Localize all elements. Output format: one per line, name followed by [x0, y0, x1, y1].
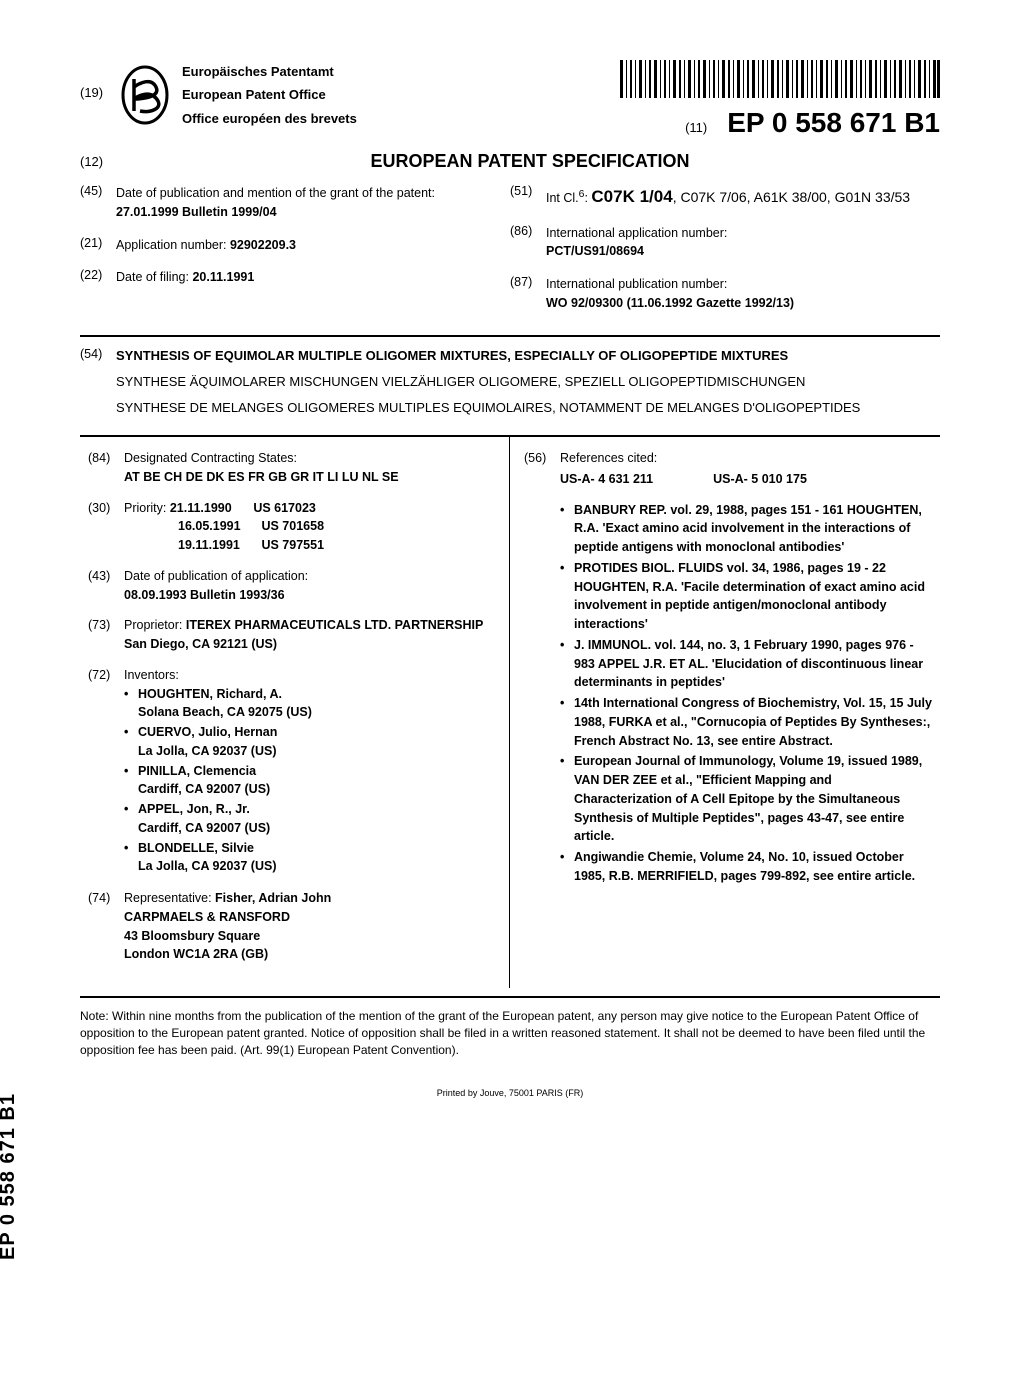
field-74-label: Representative: [124, 891, 215, 905]
field-30-label: Priority: [124, 501, 170, 515]
field-45-num: (45) [80, 184, 116, 222]
representative-lines: CARPMAELS & RANSFORD43 Bloomsbury Square… [124, 908, 495, 964]
field-51-rest: , C07K 7/06, A61K 38/00, G01N 33/53 [673, 189, 910, 205]
field-87-value: WO 92/09300 (11.06.1992 Gazette 1992/13) [546, 296, 794, 310]
field-73-label: Proprietor: [124, 618, 186, 632]
field-22-label: Date of filing: [116, 270, 192, 284]
inventor-item: •BLONDELLE, SilvieLa Jolla, CA 92037 (US… [124, 839, 495, 877]
field-87-num: (87) [510, 275, 546, 313]
representative-line: London WC1A 2RA (GB) [124, 945, 495, 964]
reference-item: •European Journal of Immunology, Volume … [560, 752, 932, 846]
field-73-name: ITEREX PHARMACEUTICALS LTD. PARTNERSHIP [186, 618, 483, 632]
inventor-item: •HOUGHTEN, Richard, A.Solana Beach, CA 9… [124, 685, 495, 723]
field-54-num: (54) [80, 347, 116, 426]
publication-number: EP 0 558 671 B1 [727, 107, 940, 139]
field-51-label: Int Cl. [546, 191, 579, 205]
field-72-label: Inventors: [124, 668, 179, 682]
field-43-value: 08.09.1993 Bulletin 1993/36 [124, 588, 285, 602]
reference-item: •J. IMMUNOL. vol. 144, no. 3, 1 February… [560, 636, 932, 692]
field-86-value: PCT/US91/08694 [546, 244, 644, 258]
references-list: •BANBURY REP. vol. 29, 1988, pages 151 -… [560, 501, 932, 886]
field-11: (11) [685, 120, 707, 135]
field-56-label: References cited: [560, 451, 657, 465]
representative-line: 43 Bloomsbury Square [124, 927, 495, 946]
priority-item: 16.05.1991 US 701658 [178, 517, 495, 536]
inventor-item: •PINILLA, ClemenciaCardiff, CA 92007 (US… [124, 762, 495, 800]
opposition-note: Note: Within nine months from the public… [80, 996, 940, 1058]
inventor-item: •CUERVO, Julio, HernanLa Jolla, CA 92037… [124, 723, 495, 761]
priority-list: 21.11.1990 US 61702316.05.1991 US 701658… [124, 501, 495, 555]
reference-item: •Angiwandie Chemie, Volume 24, No. 10, i… [560, 848, 932, 886]
field-21-label: Application number: [116, 238, 230, 252]
field-43-label: Date of publication of application: [124, 569, 308, 583]
field-84-num: (84) [88, 449, 124, 487]
field-73-addr: San Diego, CA 92121 (US) [124, 637, 277, 651]
priority-item: 21.11.1990 US 617023 [170, 499, 316, 518]
field-51-num: (51) [510, 184, 546, 210]
field-73-num: (73) [88, 616, 124, 654]
field-45-label: Date of publication and mention of the g… [116, 186, 435, 200]
field-86-label: International application number: [546, 226, 727, 240]
field-45-value: 27.01.1999 Bulletin 1999/04 [116, 205, 277, 219]
field-12: (12) [80, 154, 120, 169]
office-names: Europäisches Patentamt European Patent O… [182, 60, 357, 130]
field-43-num: (43) [88, 567, 124, 605]
reference-item: •BANBURY REP. vol. 29, 1988, pages 151 -… [560, 501, 932, 557]
invention-title-en: SYNTHESIS OF EQUIMOLAR MULTIPLE OLIGOMER… [116, 347, 940, 365]
field-22-num: (22) [80, 268, 116, 287]
office-de: Europäisches Patentamt [182, 60, 357, 83]
representative-line: CARPMAELS & RANSFORD [124, 908, 495, 927]
ref-patent-2: US-A- 5 010 175 [713, 470, 807, 489]
field-86-num: (86) [510, 224, 546, 262]
ep-logo [120, 65, 170, 125]
field-84-value: AT BE CH DE DK ES FR GB GR IT LI LU NL S… [124, 470, 399, 484]
invention-title-de: SYNTHESE ÄQUIMOLARER MISCHUNGEN VIELZÄHL… [116, 373, 940, 391]
field-21-num: (21) [80, 236, 116, 255]
barcode [620, 60, 940, 98]
invention-title-fr: SYNTHESE DE MELANGES OLIGOMERES MULTIPLE… [116, 399, 940, 417]
office-fr: Office européen des brevets [182, 107, 357, 130]
field-21-value: 92902209.3 [230, 238, 296, 252]
field-22-value: 20.11.1991 [192, 270, 254, 284]
printer-footer: Printed by Jouve, 75001 PARIS (FR) [80, 1088, 940, 1098]
priority-item: 19.11.1991 US 797551 [178, 536, 495, 555]
office-en: European Patent Office [182, 83, 357, 106]
field-56-num: (56) [524, 449, 560, 888]
ref-patent-1: US-A- 4 631 211 [560, 470, 653, 489]
field-51-sup: 6 [579, 189, 585, 200]
divider [80, 335, 940, 337]
field-74-name: Fisher, Adrian John [215, 891, 331, 905]
field-72-num: (72) [88, 666, 124, 877]
field-19: (19) [80, 60, 120, 100]
field-84-label: Designated Contracting States: [124, 451, 297, 465]
inventor-item: •APPEL, Jon, R., Jr.Cardiff, CA 92007 (U… [124, 800, 495, 838]
field-30-num: (30) [88, 499, 124, 555]
side-publication-label: EP 0 558 671 B1 [0, 1093, 20, 1260]
document-title: EUROPEAN PATENT SPECIFICATION [120, 151, 940, 172]
reference-item: •PROTIDES BIOL. FLUIDS vol. 34, 1986, pa… [560, 559, 932, 634]
field-51-main: C07K 1/04 [591, 187, 672, 206]
reference-item: •14th International Congress of Biochemi… [560, 694, 932, 750]
field-74-num: (74) [88, 889, 124, 964]
inventors-list: •HOUGHTEN, Richard, A.Solana Beach, CA 9… [124, 685, 495, 877]
field-87-label: International publication number: [546, 277, 727, 291]
